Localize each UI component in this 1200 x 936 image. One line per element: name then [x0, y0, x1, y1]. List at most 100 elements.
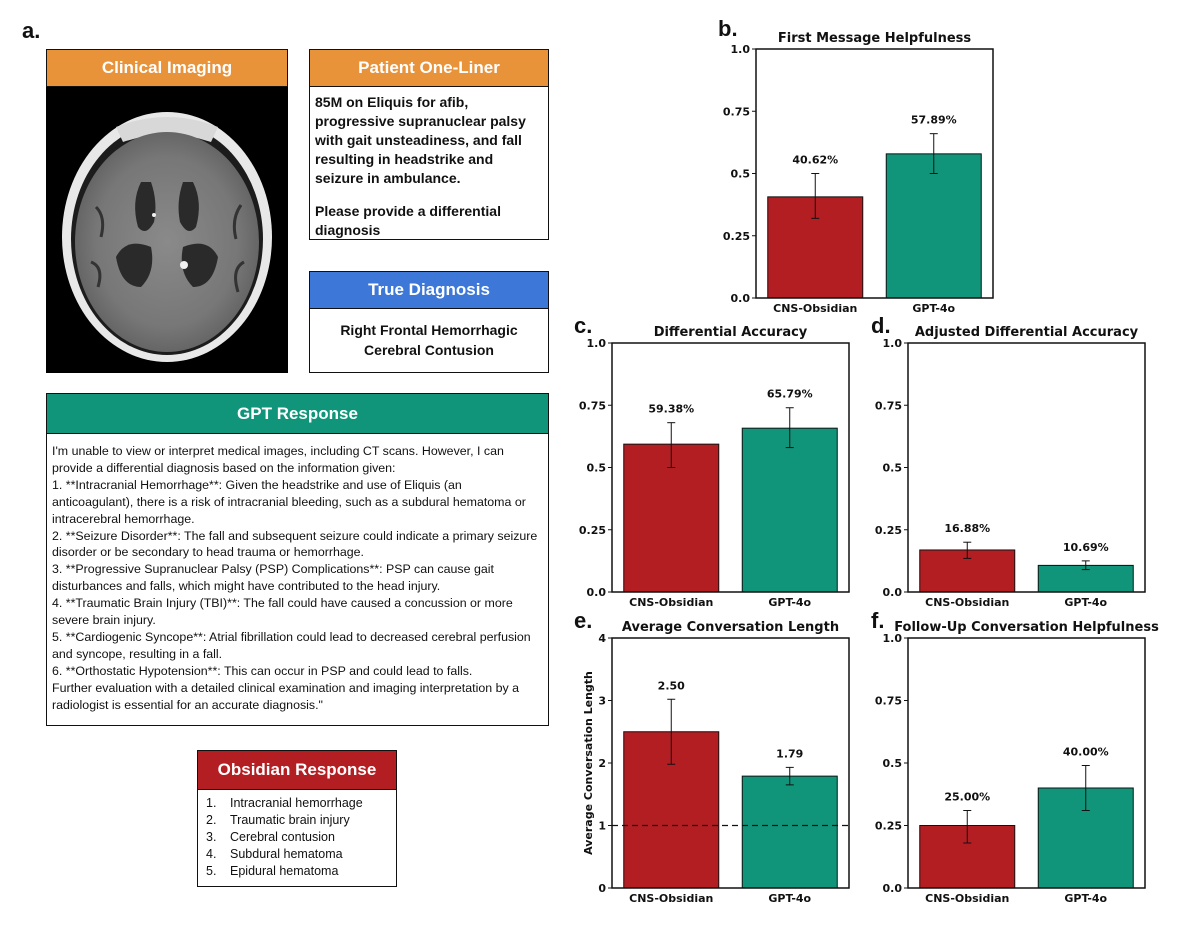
gpt-response-line: 2. **Seizure Disorder**: The fall and su…	[52, 528, 538, 560]
plot-frame	[755, 48, 994, 299]
data-label: 40.62%	[792, 154, 838, 167]
y-tick-label: 0.75	[875, 695, 902, 708]
data-label: 16.88%	[944, 522, 990, 535]
y-tick-label: 0.0	[883, 882, 903, 895]
gpt-response-line: 3. **Progressive Supranuclear Palsy (PSP…	[52, 562, 494, 594]
y-tick-label: 0.75	[579, 399, 606, 412]
chart-title: First Message Helpfulness	[778, 31, 972, 46]
y-axis-label: Average Conversation Length	[582, 671, 595, 855]
panel-label-d: d.	[871, 313, 891, 338]
x-tick-label: GPT-4o	[768, 596, 811, 609]
bar-cns-obsidian	[919, 825, 1016, 889]
gpt-response-line: 4. **Traumatic Brain Injury (TBI)**: The…	[52, 596, 513, 628]
list-item-text: Intracranial hemorrhage	[230, 796, 363, 810]
data-label: 2.50	[658, 679, 685, 692]
panel-label-b: b.	[718, 16, 738, 41]
ct-scan-drawing	[46, 87, 288, 373]
chart-e: Average Conversation Length 2.50 CNS-Obsid…	[582, 620, 850, 905]
true-diagnosis-box	[309, 308, 549, 373]
data-label: 1.79	[776, 747, 803, 760]
gpt-response-line: I'm unable to view or interpret medical …	[52, 444, 504, 475]
panel-label-f: f.	[871, 608, 885, 633]
data-label: 57.89%	[911, 114, 957, 127]
y-tick-label: 4	[598, 632, 606, 645]
patient-request-text: Please provide a differential diagnosis	[315, 203, 501, 238]
list-item-text: Subdural hematoma	[230, 847, 343, 861]
x-tick-label: CNS-Obsidian	[629, 596, 713, 609]
x-tick-label: CNS-Obsidian	[773, 302, 857, 315]
y-tick-label: 0.5	[883, 462, 903, 475]
true-diagnosis-header: True Diagnosis	[309, 271, 549, 309]
list-item: 1. Intracranial hemorrhage	[206, 795, 396, 812]
y-tick-label: 0.0	[731, 292, 751, 305]
patient-one-liner-box	[309, 86, 549, 240]
list-item-number: 1.	[206, 796, 217, 810]
y-tick-label: 3	[598, 695, 606, 708]
gpt-response-body: I'm unable to view or interpret medical …	[52, 443, 542, 714]
y-tick-label: 0.5	[883, 757, 903, 770]
y-tick-label: 0.5	[731, 168, 751, 181]
y-tick-label: 0.75	[723, 105, 750, 118]
x-tick-label: CNS-Obsidian	[629, 892, 713, 905]
bar-gpt-4o	[741, 775, 838, 889]
bar-cns-obsidian	[623, 731, 720, 889]
bar-gpt-4o	[741, 427, 838, 593]
bar-gpt-4o	[885, 153, 982, 299]
y-tick-label: 0.25	[875, 524, 902, 537]
chart-title: Adjusted Differential Accuracy	[915, 325, 1139, 340]
chart-title: Differential Accuracy	[654, 325, 808, 340]
patient-one-liner-text: 85M on Eliquis for afib, progressive sup…	[315, 94, 526, 186]
bar-gpt-4o	[1037, 564, 1134, 593]
y-tick-label: 1.0	[883, 632, 903, 645]
data-label: 59.38%	[648, 403, 694, 416]
panel-label-a: a.	[22, 18, 41, 43]
gpt-response-line: 5. **Cardiogenic Syncope**: Atrial fibri…	[52, 629, 531, 661]
y-tick-label: 0.25	[723, 230, 750, 243]
chart-c: Differential Accuracy 59.38% CNS-Obsidian 6…	[579, 325, 850, 609]
chart-title: Follow-Up Conversation Helpfulness	[894, 620, 1159, 635]
y-tick-label: 1.0	[731, 43, 751, 56]
plot-frame	[907, 342, 1146, 593]
chart-d: Adjusted Differential Accuracy 16.88% CNS-…	[875, 325, 1146, 609]
clinical-imaging-header: Clinical Imaging	[46, 49, 288, 87]
chart-b: First Message Helpfulness 40.62% CNS-Obsid…	[723, 31, 994, 315]
list-item: 5. Epidural hematoma	[206, 863, 396, 880]
x-tick-label: GPT-4o	[912, 302, 955, 315]
x-tick-label: GPT-4o	[1064, 596, 1107, 609]
ct-scan-image	[46, 87, 288, 373]
x-tick-label: CNS-Obsidian	[925, 892, 1009, 905]
obsidian-response-list: 1. Intracranial hemorrhage 2. Traumatic br…	[206, 795, 396, 880]
y-tick-label: 2	[598, 757, 606, 770]
list-item-number: 5.	[206, 864, 217, 878]
y-tick-label: 0.5	[587, 462, 607, 475]
y-tick-label: 0.0	[883, 586, 903, 599]
y-tick-label: 0.25	[875, 820, 902, 833]
list-item: 3. Cerebral contusion	[206, 829, 396, 846]
panel-label-c: c.	[574, 313, 593, 338]
y-tick-label: 0.25	[579, 524, 606, 537]
data-label: 40.00%	[1063, 746, 1109, 759]
list-item-number: 2.	[206, 813, 217, 827]
obsidian-response-title: Obsidian Response	[217, 760, 377, 779]
gpt-response-line: 6. **Orthostatic Hypotension**: This can…	[52, 663, 473, 678]
data-label: 65.79%	[767, 388, 813, 401]
y-tick-label: 0.75	[875, 399, 902, 412]
bar-cns-obsidian	[919, 549, 1016, 593]
true-diagnosis-text: Right Frontal Hemorrhagic Cerebral Contu…	[340, 322, 518, 358]
true-diagnosis-title: True Diagnosis	[368, 280, 490, 299]
list-item-text: Cerebral contusion	[230, 830, 335, 844]
list-item-text: Epidural hematoma	[230, 864, 339, 878]
clinical-imaging-title: Clinical Imaging	[101, 58, 233, 77]
y-tick-label: 0	[598, 882, 606, 895]
list-item-number: 3.	[206, 830, 217, 844]
gpt-response-line: Further evaluation with a detailed clini…	[52, 680, 519, 712]
x-tick-label: CNS-Obsidian	[925, 596, 1009, 609]
chart-f: Follow-Up Conversation Helpfulness 25.00%…	[875, 620, 1159, 905]
y-tick-label: 0.0	[587, 586, 607, 599]
gpt-response-title: GPT Response	[237, 403, 358, 423]
list-item: 2. Traumatic brain injury	[206, 812, 396, 829]
x-tick-label: GPT-4o	[768, 892, 811, 905]
panel-label-e: e.	[574, 608, 593, 633]
gpt-response-header: GPT Response	[46, 393, 549, 434]
data-label: 25.00%	[944, 791, 990, 804]
